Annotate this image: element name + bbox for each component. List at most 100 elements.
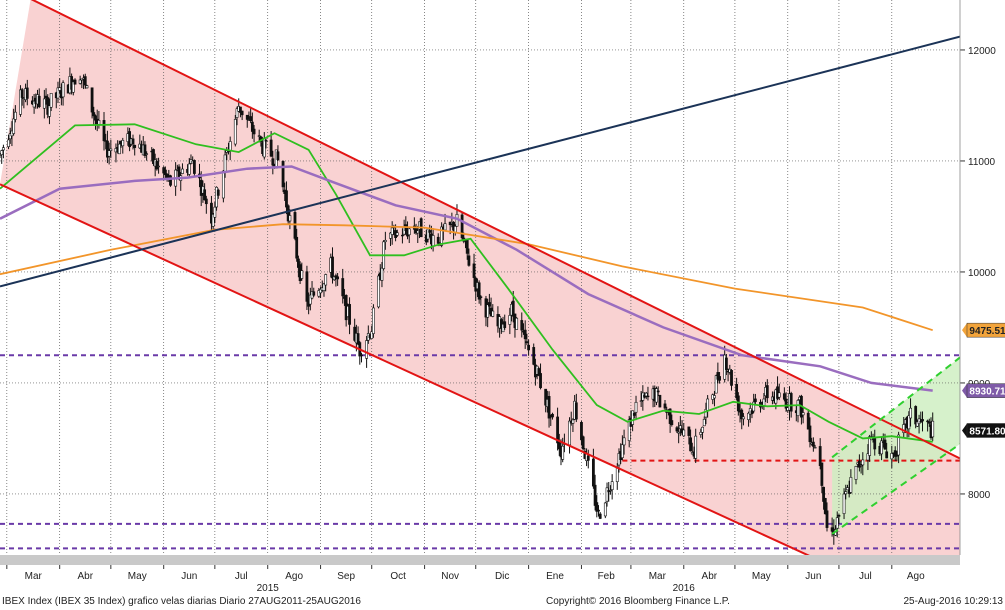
candle-body — [639, 400, 643, 402]
candle-body — [687, 426, 691, 436]
x-tick-label: Sep — [337, 571, 355, 582]
candle-body — [465, 238, 469, 254]
candle-body — [631, 410, 635, 425]
candle-body — [240, 110, 244, 116]
candle-body — [145, 153, 149, 155]
candle-body — [73, 79, 77, 85]
candle-body — [20, 89, 24, 98]
candle-body — [213, 206, 217, 218]
candle-body — [245, 114, 249, 120]
candle-body — [286, 205, 290, 222]
candle-body — [407, 228, 411, 236]
candle-body — [211, 214, 215, 227]
candle-body — [658, 394, 662, 408]
candle-body — [634, 401, 638, 413]
y-tick-label: 12000 — [968, 46, 996, 57]
candle-body — [890, 453, 894, 460]
trend-up-channel-top — [831, 356, 960, 459]
candle-body — [13, 111, 17, 120]
candle-body — [713, 395, 716, 399]
candle-body — [479, 296, 483, 298]
candle-body — [902, 424, 906, 433]
price-badge-pointer — [962, 423, 967, 438]
candle-body — [747, 412, 750, 420]
candle-body — [295, 236, 299, 259]
price-badge-label: 9475.51 — [969, 326, 1005, 337]
x-tick-label: Jul — [235, 571, 248, 582]
candle-body — [491, 310, 495, 317]
volume-strip — [0, 555, 960, 565]
down-channel-fill — [0, 0, 960, 555]
candle-body — [893, 450, 897, 457]
candle-body — [426, 228, 430, 240]
candle-body — [622, 437, 626, 446]
candle-body — [857, 460, 861, 468]
price-badge-pointer — [962, 323, 967, 338]
trend-down-channel-bottom — [0, 183, 810, 555]
candle-body — [750, 410, 754, 415]
candle-body — [866, 453, 870, 461]
candle-body — [305, 271, 309, 302]
year-label: 2016 — [673, 583, 696, 594]
candle-body — [44, 95, 48, 99]
candle-body — [192, 160, 196, 174]
x-tick-label: Jun — [805, 571, 821, 582]
candle-body — [694, 435, 698, 459]
candle-body — [718, 376, 721, 381]
candle-body — [0, 150, 4, 155]
candle-body — [846, 487, 849, 491]
candle-body — [663, 403, 667, 409]
candle-body — [598, 513, 602, 519]
candle-body — [682, 429, 686, 437]
candle-body — [285, 190, 288, 208]
candle-body — [883, 439, 887, 450]
price-badge — [966, 423, 1005, 438]
candle-body — [269, 139, 273, 157]
candle-body — [428, 230, 432, 233]
y-tick-label: 11000 — [968, 157, 996, 168]
candle-body — [823, 498, 827, 515]
candle-body — [885, 451, 889, 459]
candle-body — [593, 484, 597, 506]
candle-body — [701, 426, 704, 433]
candle-body — [187, 163, 191, 175]
candle-body — [921, 419, 924, 422]
price-badge-label: 8571.80 — [969, 426, 1005, 437]
candle-body — [825, 510, 829, 528]
candle-body — [460, 214, 464, 239]
chart-footer: IBEX Index (IBEX 35 Index) grafico velas… — [0, 594, 1005, 610]
candle-body — [873, 438, 877, 450]
candle-body — [85, 85, 89, 89]
x-tick-label: Mar — [649, 571, 667, 582]
candle-body — [615, 467, 619, 483]
candle-body — [477, 282, 481, 300]
trend-down-channel-top — [30, 0, 960, 460]
candle-body — [801, 412, 805, 416]
x-tick-label: Ene — [546, 571, 564, 582]
candle-body — [401, 234, 404, 237]
candle-body — [842, 493, 846, 514]
candle-body — [724, 357, 728, 370]
price-badge-label: 8930.71 — [969, 386, 1005, 397]
candle-body — [501, 323, 505, 333]
candle-body — [532, 347, 536, 365]
candle-body — [181, 168, 184, 174]
candle-body — [777, 392, 781, 398]
candle-body — [131, 138, 135, 145]
candle-body — [257, 135, 261, 137]
candle-body — [203, 189, 207, 201]
candle-body — [341, 278, 345, 297]
candle-body — [551, 413, 554, 418]
candle-body — [556, 416, 559, 444]
candle-body — [383, 239, 387, 243]
candle-body — [861, 459, 865, 466]
channel-fills — [0, 0, 960, 555]
candle-body — [300, 270, 304, 279]
x-tick-label: Mar — [25, 571, 43, 582]
x-tick-label: Oct — [390, 571, 406, 582]
candle-body — [835, 517, 839, 529]
candle-body — [927, 421, 931, 424]
candle-body — [668, 408, 672, 424]
candle-body — [515, 317, 519, 330]
candle-body — [163, 169, 167, 176]
